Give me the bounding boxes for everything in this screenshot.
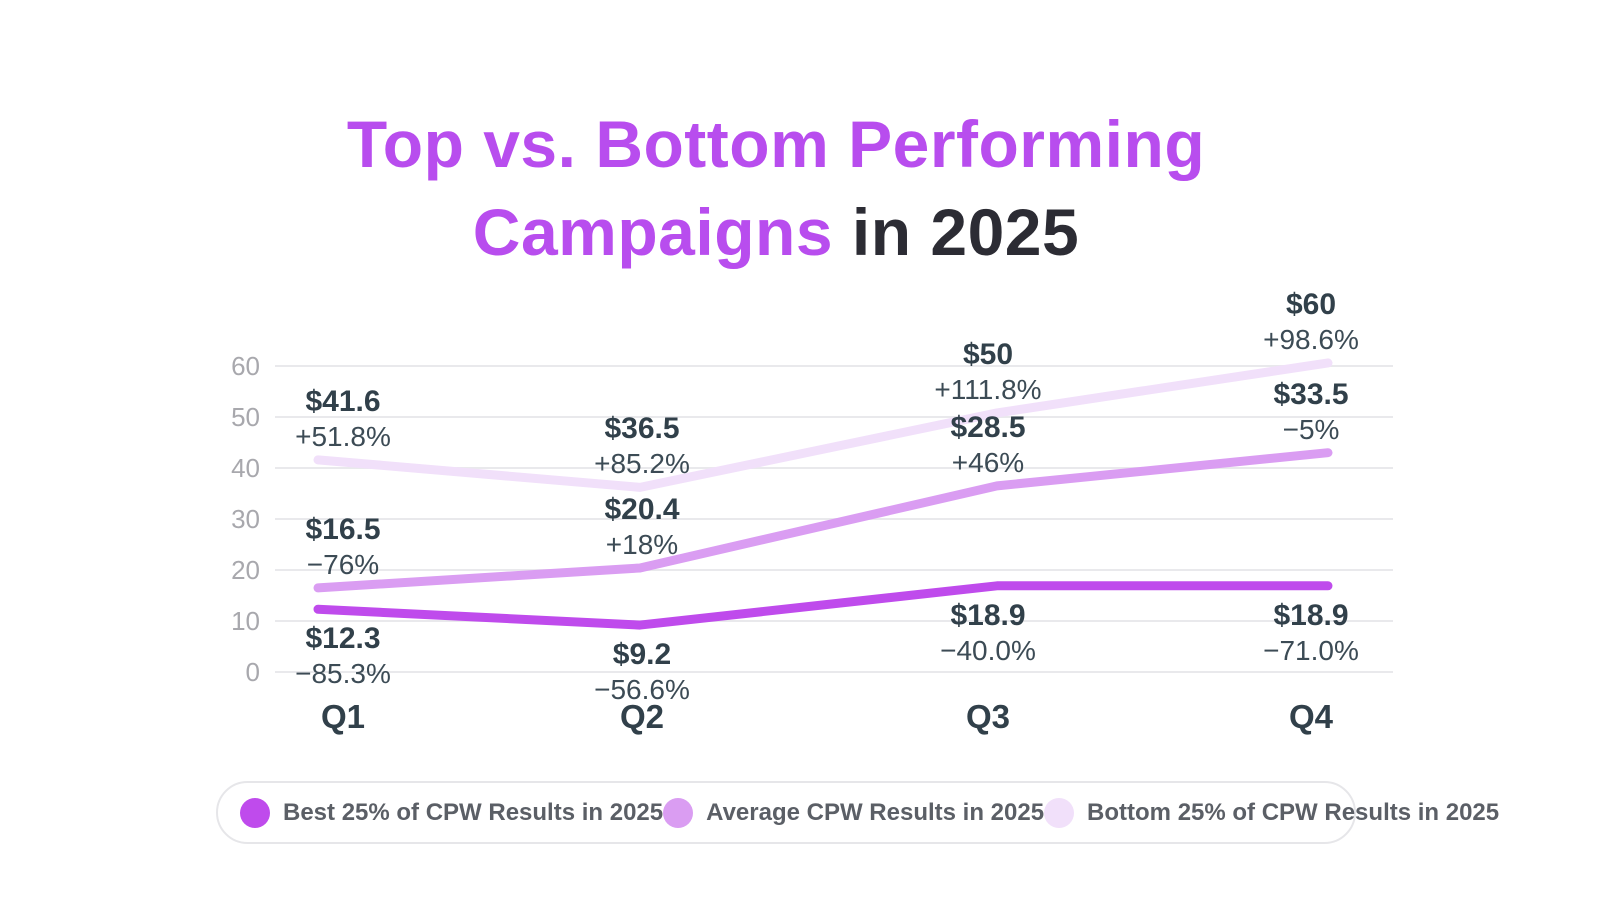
value-label: $60 — [1285, 287, 1337, 321]
data-point-annotation-average: $16.5 −76% — [305, 512, 380, 582]
legend-dot-icon — [240, 797, 270, 828]
y-axis-tick-label: 30 — [231, 504, 260, 534]
data-point-annotation-best: $12.3 −85.3% — [295, 621, 391, 691]
change-label: +111.8% — [934, 373, 1042, 405]
x-axis-tick-label: Q2 — [619, 698, 665, 735]
change-label: −56.6% — [594, 674, 690, 706]
data-point-annotation-average: $33.5 −5% — [1273, 377, 1348, 447]
value-label: $36.5 — [604, 412, 680, 446]
value-label: $28.5 — [950, 410, 1026, 444]
data-point-annotation-bottom: $50 +111.8% — [934, 337, 1041, 407]
data-point-annotation-bottom: $36.5 +85.2% — [594, 411, 690, 481]
value-label: $18.9 — [1273, 598, 1349, 632]
legend-item-bottom: Bottom 25% of CPW Results in 2025 — [1044, 797, 1500, 828]
value-label: $41.6 — [305, 384, 381, 418]
change-label: −5% — [1282, 413, 1340, 445]
value-label: $9.2 — [612, 638, 672, 672]
value-label: $20.4 — [604, 492, 680, 526]
legend-item-average: Average CPW Results in 2025 — [663, 797, 1045, 828]
value-label: $50 — [962, 337, 1014, 371]
y-axis-tick-label: 10 — [231, 606, 260, 636]
chart-legend: Best 25% of CPW Results in 2025 Average C… — [216, 781, 1499, 844]
change-label: −71.0% — [1263, 634, 1359, 666]
value-label: $12.3 — [305, 622, 381, 656]
change-label: −76% — [306, 548, 380, 580]
data-point-annotation-average: $28.5 +46% — [950, 410, 1025, 480]
legend-label: Best 25% of CPW Results in 2025 — [283, 798, 664, 826]
y-axis-tick-label: 0 — [245, 657, 260, 687]
change-label: +46% — [951, 446, 1025, 478]
series-line-best — [313, 581, 1333, 630]
page-title: Top vs. Bottom Performing Campaigns in 2… — [0, 100, 1552, 276]
title-line2-accent: Campaigns — [472, 195, 834, 269]
legend-dot-icon — [663, 797, 694, 828]
data-point-annotation-best: $9.2 −56.6% — [594, 637, 690, 707]
x-axis-tick-label: Q3 — [965, 698, 1011, 735]
title-line2-rest: in 2025 — [833, 195, 1080, 269]
y-axis-tick-label: 60 — [231, 351, 260, 381]
legend-label: Bottom 25% of CPW Results in 2025 — [1087, 798, 1500, 826]
legend-dot-icon — [1044, 797, 1075, 828]
data-point-annotation-best: $18.9 −40.0% — [940, 598, 1036, 668]
y-axis-tick-label: 40 — [231, 453, 260, 483]
change-label: +18% — [605, 528, 679, 560]
y-axis-tick-label: 20 — [231, 555, 260, 585]
data-point-annotation-best: $18.9 −71.0% — [1263, 598, 1359, 668]
y-axis-tick-label: 50 — [231, 402, 260, 432]
value-label: $33.5 — [1273, 377, 1349, 411]
legend-item-best: Best 25% of CPW Results in 2025 — [240, 797, 664, 828]
series-line-bottom — [313, 358, 1333, 492]
legend-label: Average CPW Results in 2025 — [706, 798, 1045, 826]
change-label: +85.2% — [594, 448, 690, 480]
data-point-annotation-bottom: $60 +98.6% — [1263, 287, 1359, 357]
title-line1: Top vs. Bottom Performing — [346, 107, 1206, 181]
x-axis-tick-label: Q4 — [1288, 698, 1334, 735]
value-label: $18.9 — [950, 598, 1026, 632]
data-point-annotation-average: $20.4 +18% — [604, 492, 679, 562]
series-line-average — [313, 448, 1333, 593]
change-label: +51.8% — [295, 420, 391, 452]
change-label: +98.6% — [1263, 323, 1359, 355]
data-point-annotation-bottom: $41.6 +51.8% — [295, 384, 391, 454]
change-label: −85.3% — [295, 658, 391, 690]
x-axis-tick-label: Q1 — [320, 698, 366, 735]
change-label: −40.0% — [940, 634, 1036, 666]
value-label: $16.5 — [305, 512, 381, 546]
